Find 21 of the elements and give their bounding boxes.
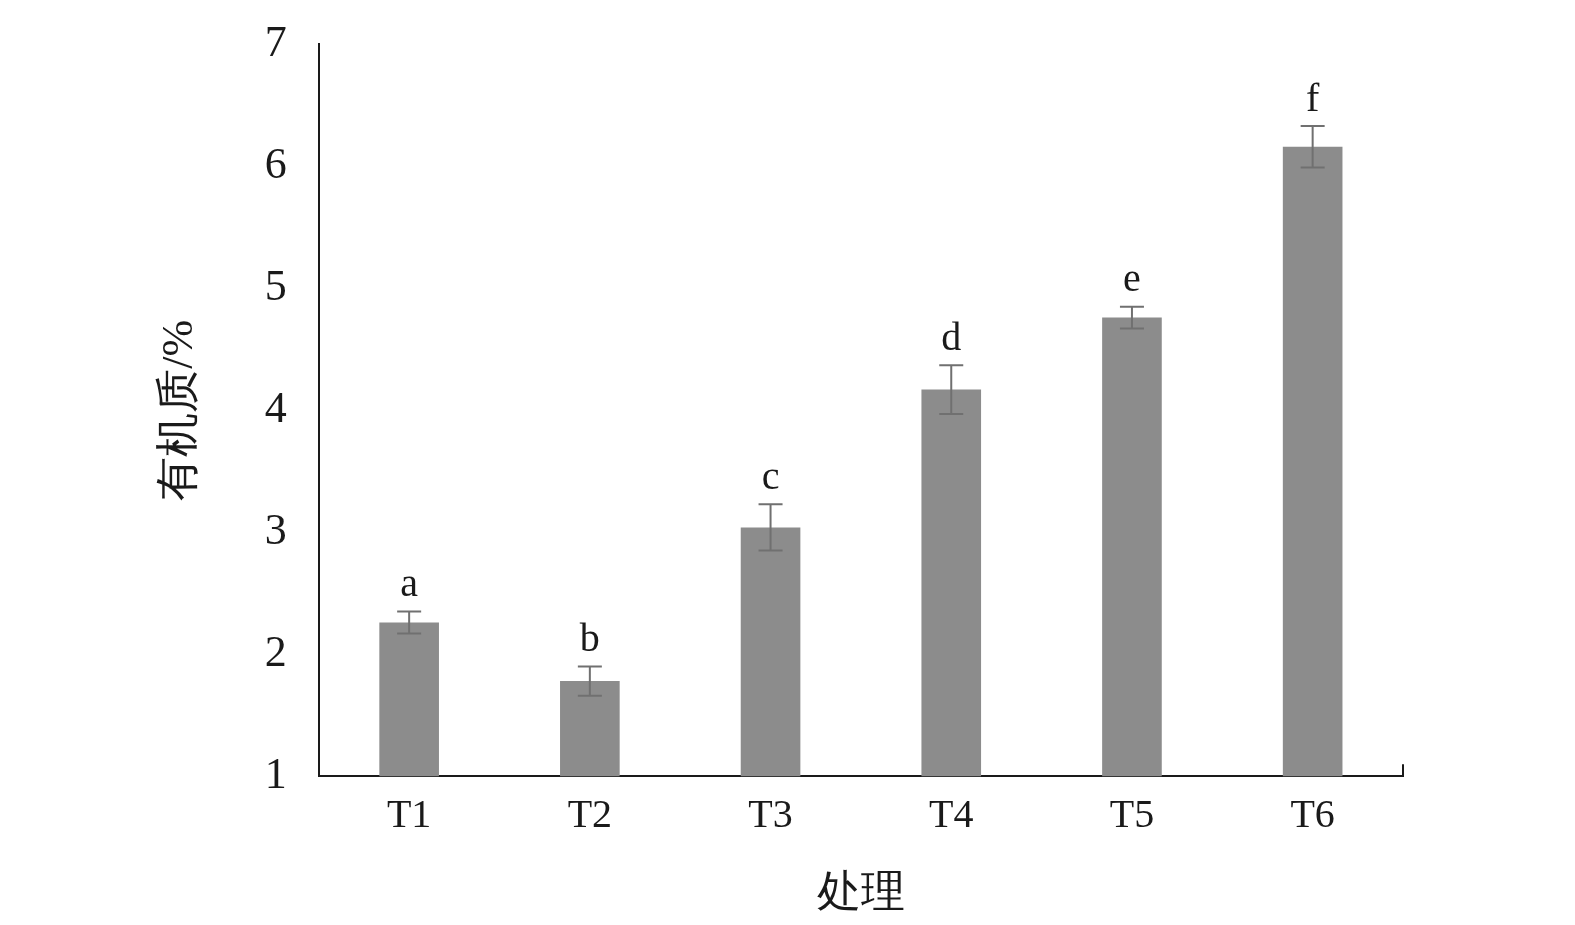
y-tick-label: 4 <box>264 382 287 432</box>
x-tick-label: T4 <box>929 790 974 836</box>
x-tick-label: T1 <box>386 790 432 836</box>
y-tick-label: 7 <box>264 16 287 66</box>
y-tick-label: 2 <box>264 626 287 676</box>
annotation: d <box>941 313 962 359</box>
x-tick-label: T6 <box>1290 790 1335 836</box>
x-axis-title: 处理 <box>816 867 905 917</box>
x-tick-label: T5 <box>1109 790 1155 836</box>
x-tick-label: T2 <box>567 790 613 836</box>
annotation: f <box>1305 74 1320 120</box>
y-axis-title: 有机质/% <box>152 319 202 501</box>
y-tick-label: 6 <box>264 138 287 188</box>
x-tick-label: T3 <box>748 790 793 836</box>
annotation: b <box>579 614 600 660</box>
annotation: a <box>400 560 419 606</box>
y-tick-label: 3 <box>264 504 287 554</box>
y-tick-label: 5 <box>264 260 287 310</box>
annotation: e <box>1123 255 1141 301</box>
annotation: c <box>761 452 780 498</box>
y-tick-label: 1 <box>264 748 287 798</box>
